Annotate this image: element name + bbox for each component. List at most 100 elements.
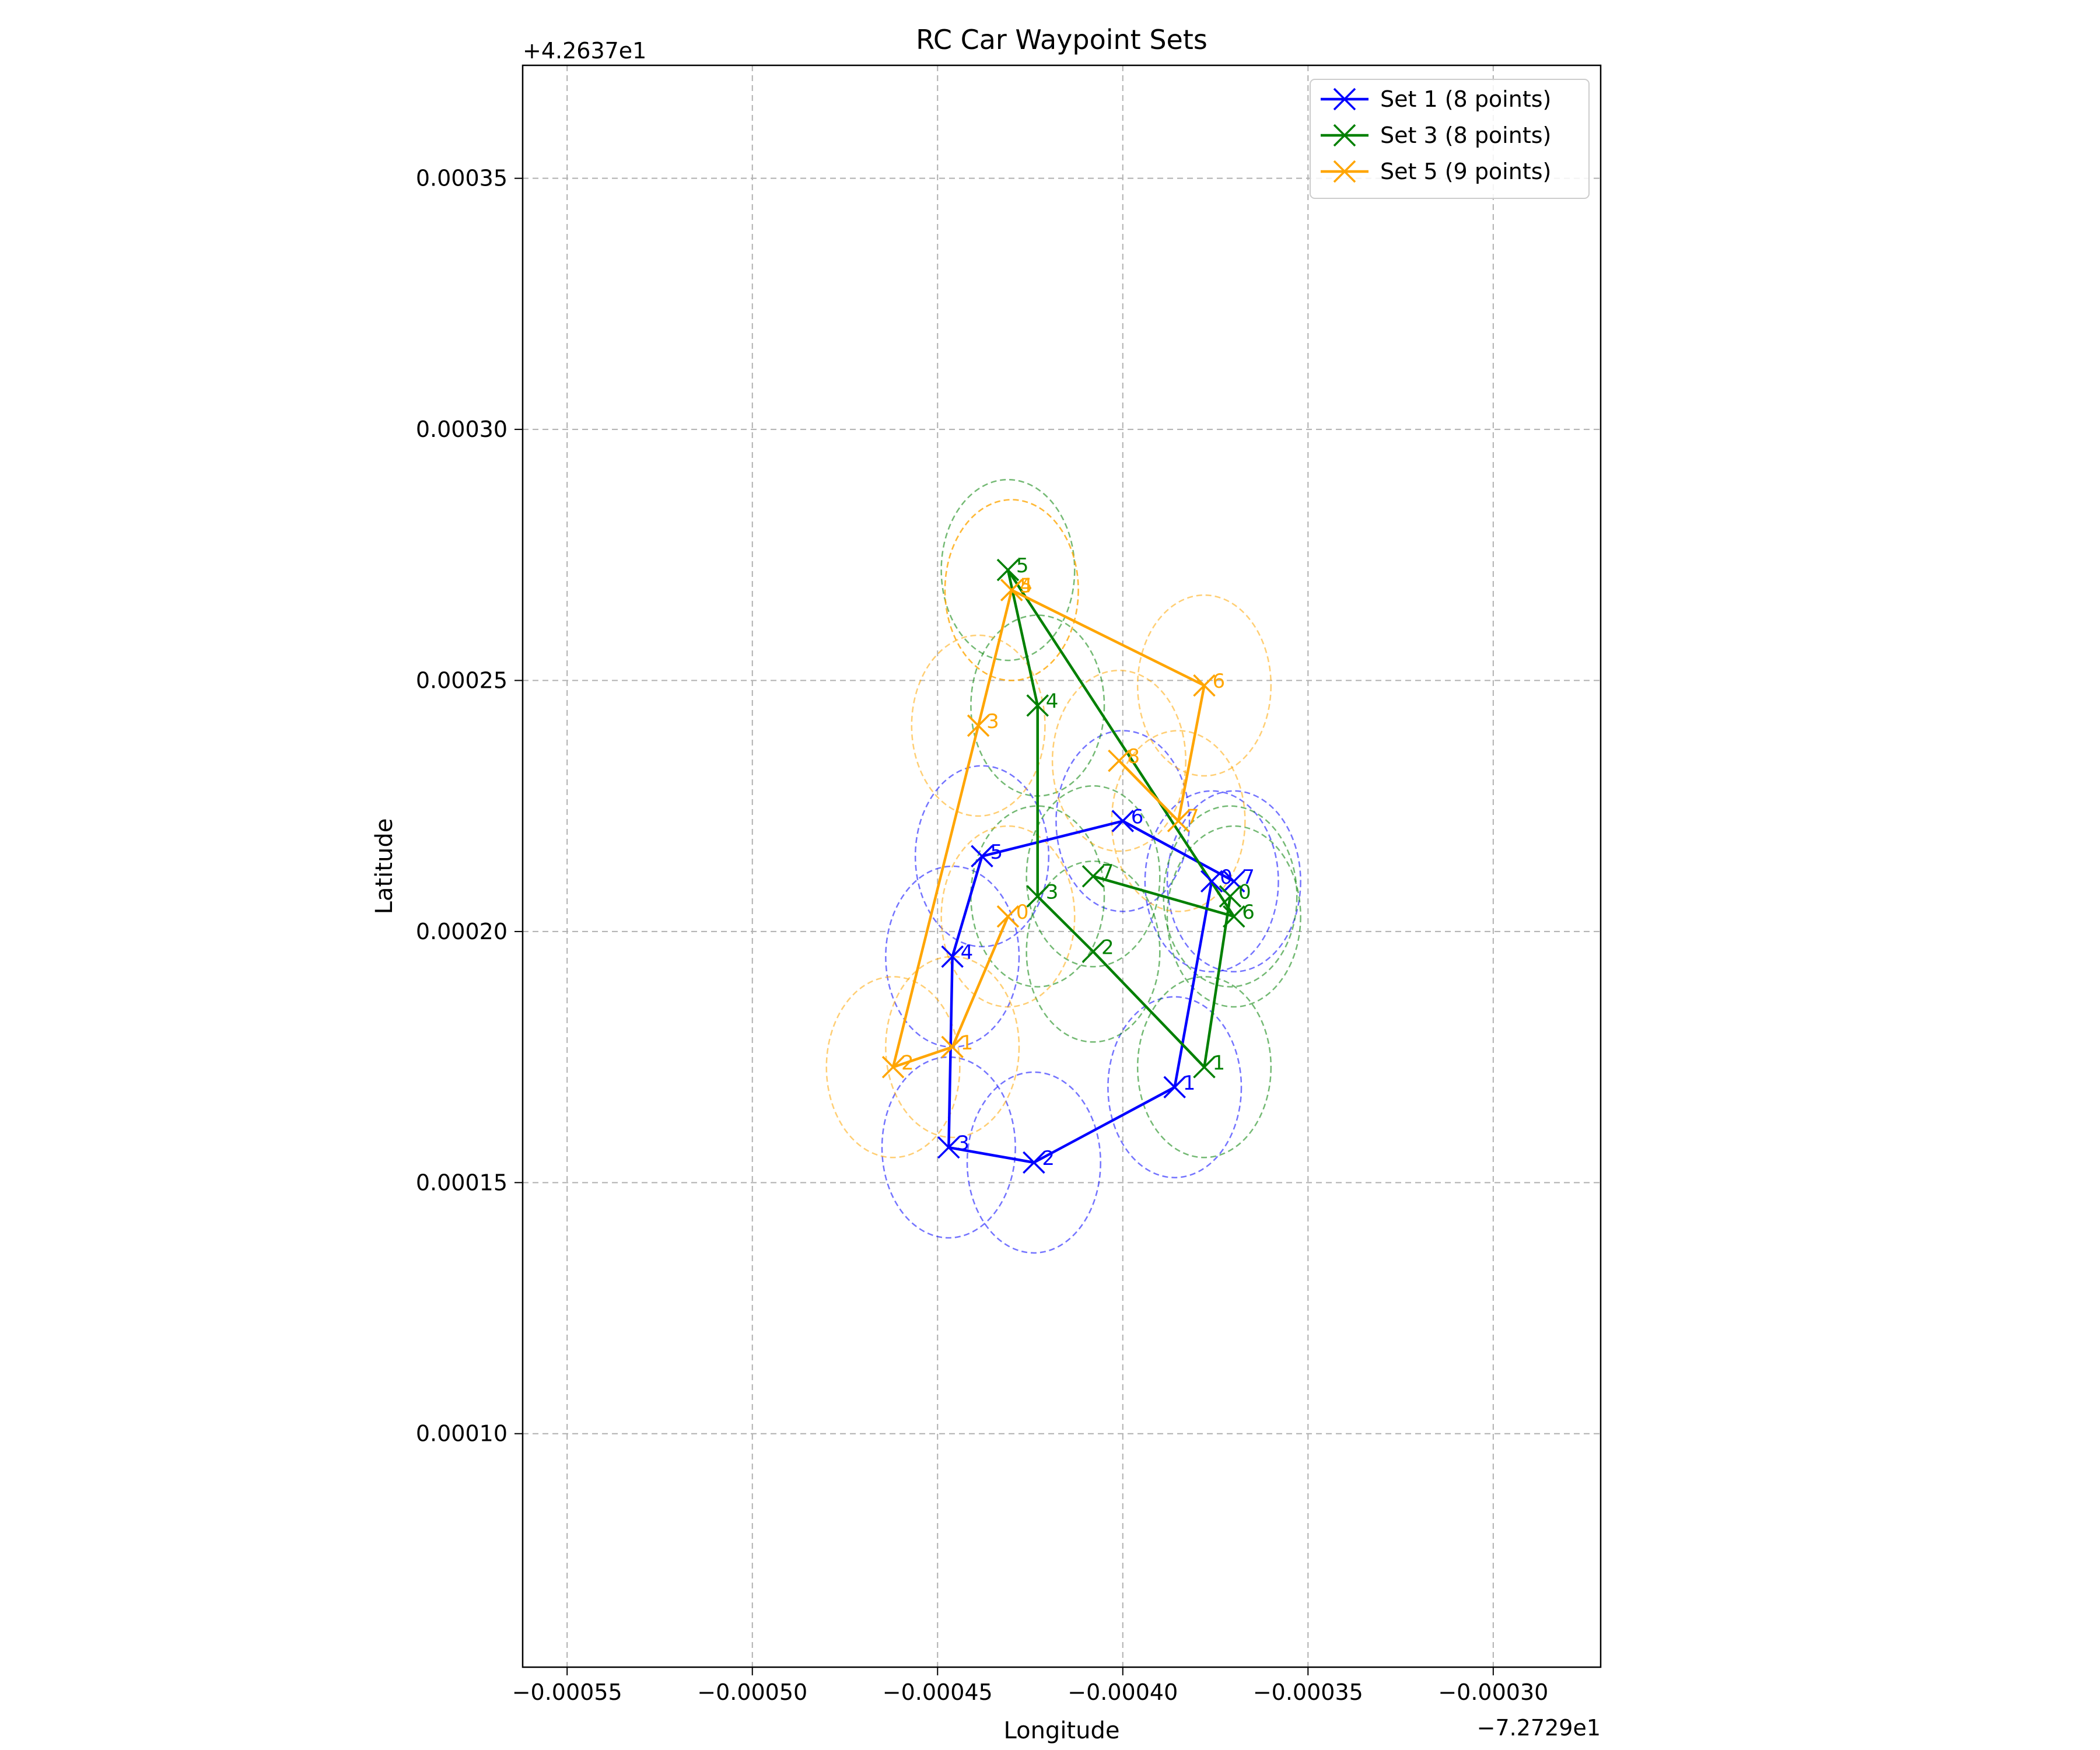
waypoint-label: 4 <box>961 941 974 964</box>
waypoint-label: 4 <box>1020 575 1032 598</box>
waypoint-marker <box>996 905 1020 928</box>
waypoint-radius-circle <box>1144 790 1279 973</box>
waypoint-marker <box>1219 885 1242 908</box>
waypoint-label: 2 <box>1101 936 1114 959</box>
waypoint-label: 6 <box>1131 806 1144 829</box>
y-tick-label: 0.00010 <box>416 1421 508 1447</box>
waypoint-marker <box>1163 1076 1186 1098</box>
legend-box <box>1310 79 1590 199</box>
waypoint-label: 8 <box>1127 745 1140 768</box>
waypoint-label: 3 <box>1046 881 1059 904</box>
y-axis: 0.00010 0.00015 0.00020 0.00025 0.00030 0.000… <box>416 166 523 1447</box>
y-tick-label: 0.00025 <box>416 667 508 693</box>
y-tick-label: 0.00035 <box>416 166 508 191</box>
waypoint-radius-circle <box>966 1071 1101 1254</box>
waypoint-radius-circle <box>940 825 1076 1008</box>
legend-label: Set 3 (8 points) <box>1380 123 1551 148</box>
waypoint-marker <box>1082 940 1105 963</box>
x-tick-label: −0.00030 <box>1438 1679 1548 1705</box>
waypoint-marker <box>1023 1151 1045 1174</box>
waypoint-marker <box>881 1056 905 1079</box>
waypoint-radius-circle <box>1111 730 1246 912</box>
series-lines <box>891 568 1236 1164</box>
waypoint-label: 3 <box>957 1132 970 1155</box>
waypoint-radius-circle <box>940 478 1076 662</box>
waypoint-radius-circle <box>881 1056 1016 1239</box>
waypoint-marker <box>996 558 1020 582</box>
waypoint-radius-circle <box>1026 785 1161 968</box>
waypoint-label: 5 <box>1020 575 1032 598</box>
waypoint-label: 7 <box>1186 806 1199 829</box>
waypoint-radius-circle <box>944 499 1079 681</box>
y-tick-label: 0.00020 <box>416 919 508 944</box>
legend-label: Set 1 (8 points) <box>1380 86 1551 112</box>
waypoint-radius-circle <box>1136 594 1272 777</box>
waypoint-label: 5 <box>990 841 1003 864</box>
legend-marker <box>1333 160 1356 183</box>
waypoint-label: 5 <box>1016 554 1029 578</box>
waypoint-label: 0 <box>1016 901 1029 924</box>
waypoint-marker <box>937 1136 960 1159</box>
x-axis: −0.00055 −0.00050 −0.00045 −0.00040 −0.00035… <box>512 1667 1548 1705</box>
waypoint-radius-circle <box>1026 860 1161 1043</box>
waypoint-label: 0 <box>1238 881 1251 904</box>
waypoint-marker <box>1111 810 1135 832</box>
waypoint-radius-circle <box>1107 996 1242 1178</box>
waypoint-marker <box>1026 885 1049 908</box>
legend: Set 1 (8 points) Set 3 (8 points) Set 5 (9… <box>1310 79 1590 199</box>
x-axis-label: Longitude <box>1004 1717 1120 1744</box>
series-line <box>947 820 1235 1164</box>
x-offset-label: −7.2729e1 <box>1477 1715 1601 1741</box>
series-line <box>1006 568 1236 1069</box>
waypoint-label: 7 <box>1101 860 1114 884</box>
plot-frame <box>522 64 1602 1668</box>
waypoint-label: 1 <box>961 1031 974 1055</box>
waypoint-marker <box>971 845 993 868</box>
waypoint-radius-circle <box>1136 976 1272 1158</box>
y-tick-label: 0.00015 <box>416 1170 508 1195</box>
x-tick-label: −0.00035 <box>1253 1679 1363 1705</box>
x-tick-label: −0.00050 <box>697 1679 807 1705</box>
grid-lines <box>523 65 1601 1667</box>
y-tick-label: 0.00030 <box>416 416 508 442</box>
waypoint-marker <box>967 714 990 737</box>
waypoint-radius-circle <box>885 956 1020 1139</box>
legend-label: Set 5 (9 points) <box>1380 159 1551 184</box>
x-tick-label: −0.00055 <box>512 1679 622 1705</box>
waypoint-radius-circle <box>825 976 961 1158</box>
waypoint-radius-circle <box>911 634 1046 817</box>
waypoint-label: 0 <box>1220 866 1233 889</box>
waypoint-marker <box>1223 905 1245 928</box>
waypoint-radius-circle <box>1055 730 1191 912</box>
waypoint-marker <box>1193 1056 1216 1079</box>
waypoint-label: 4 <box>1046 690 1059 713</box>
x-tick-label: −0.00040 <box>1068 1679 1178 1705</box>
waypoint-marker <box>1167 810 1190 832</box>
waypoint-marker <box>1193 674 1216 697</box>
series-line <box>891 589 1206 1069</box>
waypoint-label: 2 <box>1042 1147 1055 1170</box>
x-tick-label: −0.00045 <box>883 1679 993 1705</box>
legend-marker <box>1333 124 1356 147</box>
waypoint-radius-circle <box>1166 825 1301 1008</box>
waypoint-radius-circle <box>1051 670 1186 852</box>
legend-marker <box>1333 88 1356 111</box>
series-markers <box>881 558 1245 1174</box>
waypoint-marker <box>1082 864 1105 888</box>
chart-title: RC Car Waypoint Sets <box>916 24 1208 55</box>
waypoint-label: 2 <box>901 1051 914 1074</box>
waypoint-marker <box>1026 694 1049 717</box>
waypoint-circles <box>825 478 1301 1254</box>
waypoint-marker <box>941 1035 964 1059</box>
waypoint-label: 6 <box>1242 901 1255 924</box>
waypoint-marker <box>1200 870 1223 893</box>
waypoint-marker <box>1000 579 1023 601</box>
waypoint-label: 1 <box>1212 1051 1225 1074</box>
y-offset-label: +4.2637e1 <box>523 38 646 64</box>
waypoint-label: 3 <box>986 710 999 733</box>
waypoint-marker <box>1108 749 1130 772</box>
waypoint-label: 7 <box>1242 866 1255 889</box>
waypoint-label: 6 <box>1212 670 1225 693</box>
